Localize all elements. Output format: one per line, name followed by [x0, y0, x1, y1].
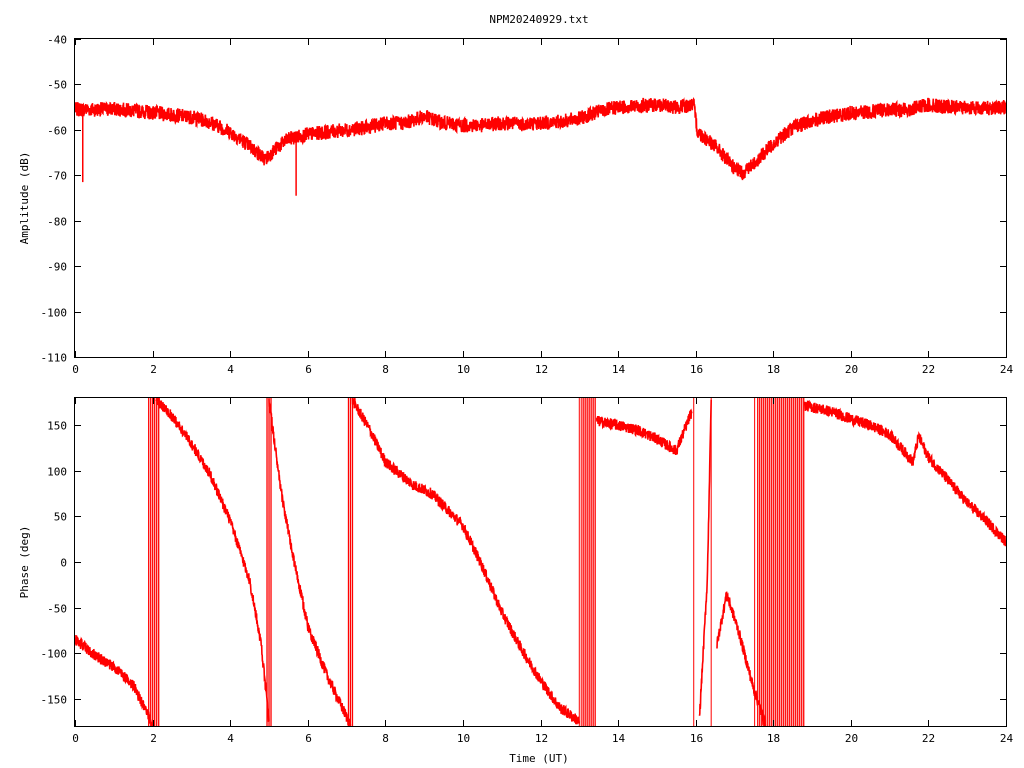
chart-title: NPM20240929.txt	[489, 13, 588, 26]
phase-segment-1	[155, 398, 270, 722]
x-tick-label: 18	[767, 732, 780, 745]
x-tick-label: 6	[305, 732, 312, 745]
y-tick-label: -40	[47, 34, 67, 47]
x-tick-label: 4	[227, 363, 234, 376]
y-tick-label: -60	[47, 125, 67, 138]
y-tick-label: -110	[41, 352, 68, 365]
x-tick-label: 16	[690, 732, 703, 745]
y-tick-label: -100	[41, 648, 68, 661]
y-tick-label: -50	[47, 603, 67, 616]
y-tick-label: -50	[47, 79, 67, 92]
phase-plot-frame	[74, 397, 1007, 727]
y-tick-label: 150	[47, 420, 67, 433]
amplitude-y-axis-label: Amplitude (dB)	[18, 152, 31, 245]
x-tick-label: 22	[922, 732, 935, 745]
y-tick-label: 0	[60, 557, 67, 570]
phase-wrap-band-3	[582, 398, 596, 726]
y-tick-label: 50	[54, 511, 67, 524]
phase-y-axis-label: Phase (deg)	[18, 526, 31, 599]
amplitude-line	[75, 96, 1006, 181]
x-tick-label: 12	[535, 732, 548, 745]
phase-panel: 0 2 4 6 8 10 12 14 16 18 20 22 24150100500-50-100-15…	[18, 397, 1014, 765]
amplitude-panel: 0 2 4 6 8 10 12 14 16 18 20 22 24-40-50-60-70-80-90-…	[18, 34, 1013, 377]
phase-wrap-band-1	[266, 398, 272, 726]
x-tick-label: 4	[227, 732, 234, 745]
x-tick-label: 16	[690, 363, 703, 376]
phase-axis-ticks: 0 2 4 6 8 10 12 14 16 18 20 22 24150100500-50-100-15…	[41, 398, 1014, 745]
x-tick-label: 10	[457, 732, 470, 745]
x-tick-label: 0	[72, 363, 79, 376]
y-tick-label: -90	[47, 261, 67, 274]
phase-segment-7	[803, 399, 1006, 547]
phase-x-axis-label: Time (UT)	[509, 752, 569, 765]
x-tick-label: 10	[457, 363, 470, 376]
phase-wrap-band-4	[757, 398, 805, 726]
x-tick-label: 18	[767, 363, 780, 376]
phase-segment-2	[268, 398, 352, 726]
x-tick-label: 12	[535, 363, 548, 376]
x-tick-label: 8	[382, 363, 389, 376]
x-tick-label: 2	[150, 363, 157, 376]
x-tick-label: 14	[612, 732, 626, 745]
x-tick-label: 20	[845, 363, 858, 376]
y-tick-label: -150	[41, 694, 68, 707]
phase-segment-5	[698, 399, 712, 716]
amplitude-plot-frame	[74, 38, 1007, 358]
phase-segment-0	[75, 634, 154, 726]
amplitude-series	[75, 96, 1006, 196]
x-tick-label: 24	[1000, 732, 1014, 745]
phase-segment-3	[351, 398, 581, 725]
y-tick-label: -70	[47, 170, 67, 183]
x-tick-label: 0	[72, 732, 79, 745]
x-tick-label: 2	[150, 732, 157, 745]
phase-wrap-band-0	[148, 398, 160, 726]
amplitude-axis-ticks: 0 2 4 6 8 10 12 14 16 18 20 22 24-40-50-60-70-80-90-…	[41, 34, 1014, 377]
y-tick-label: 100	[47, 466, 67, 479]
x-tick-label: 14	[612, 363, 626, 376]
x-tick-label: 24	[1000, 363, 1014, 376]
x-tick-label: 20	[845, 732, 858, 745]
x-tick-label: 6	[305, 363, 312, 376]
phase-wrap-band-2	[347, 398, 354, 726]
phase-series	[75, 398, 1006, 726]
y-tick-label: -80	[47, 216, 67, 229]
y-tick-label: -100	[41, 307, 68, 320]
phase-segment-4	[595, 408, 693, 456]
x-tick-label: 22	[922, 363, 935, 376]
x-tick-label: 8	[382, 732, 389, 745]
